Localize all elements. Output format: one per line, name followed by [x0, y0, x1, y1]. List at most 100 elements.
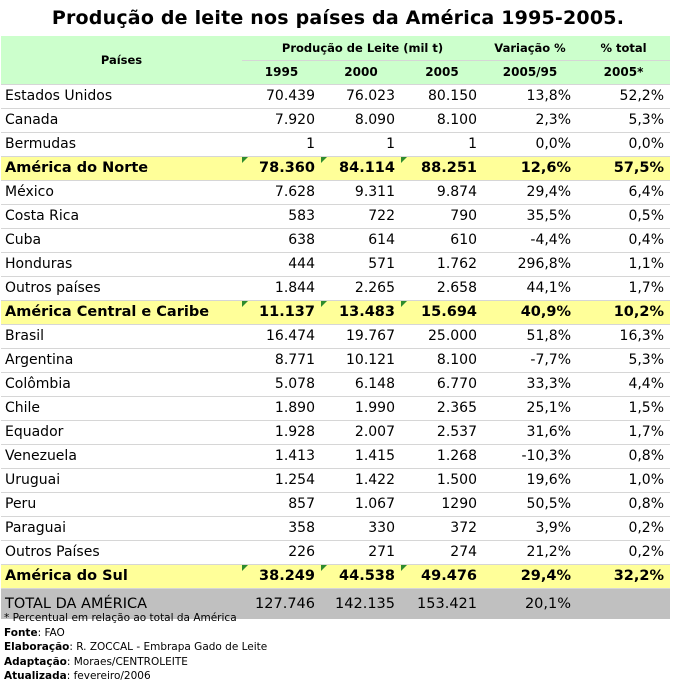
variation-value: 44,1% [483, 276, 578, 301]
share-value: 10,2% [577, 300, 671, 325]
prepared-label: Elaboração [4, 641, 70, 654]
value-2000: 76.023 [321, 84, 401, 109]
subtotal-row: América do Norte 78.360 84.114 88.251 12,6% 5… [1, 156, 671, 181]
value-2000: 44.538 [321, 564, 401, 589]
country-name: Costa Rica [1, 204, 242, 229]
variation-value: -7,7% [483, 348, 578, 373]
country-name: Honduras [1, 252, 242, 277]
share-value: 1,0% [577, 468, 671, 493]
share-value: 5,3% [577, 108, 671, 133]
variation-value: 19,6% [483, 468, 578, 493]
value-1995: 1 [242, 132, 321, 157]
updated-line: Atualizada: fevereiro/2006 [4, 669, 267, 684]
value-1995: 70.439 [242, 84, 321, 109]
value-1995: 638 [242, 228, 321, 253]
table-title: Produção de leite nos países da América … [51, 7, 625, 29]
value-2000: 9.311 [321, 180, 401, 205]
share-value: 0,0% [577, 132, 671, 157]
prepared-line: Elaboração: R. ZOCCAL - Embrapa Gado de … [4, 640, 267, 655]
prepared-value: : R. ZOCCAL - Embrapa Gado de Leite [69, 641, 268, 654]
share-value: 32,2% [577, 564, 671, 589]
milk-production-table: Países Produção de Leite (mil t) Variaçã… [1, 36, 671, 619]
share-value: 0,4% [577, 228, 671, 253]
country-name: América do Sul [1, 564, 242, 589]
share-value: 16,3% [577, 324, 671, 349]
value-2005: 1.500 [401, 468, 484, 493]
variation-value: 31,6% [483, 420, 578, 445]
share-value: 1,7% [577, 276, 671, 301]
country-name: Chile [1, 396, 242, 421]
value-2000: 1.990 [321, 396, 401, 421]
value-2000: 330 [321, 516, 401, 541]
variation-value: 33,3% [483, 372, 578, 397]
country-name: América Central e Caribe [1, 300, 242, 325]
variation-value: 3,9% [483, 516, 578, 541]
value-1995: 444 [242, 252, 321, 277]
value-2000: 1 [321, 132, 401, 157]
table-row: Outros países 1.844 2.265 2.658 44,1% 1,7% [1, 276, 671, 301]
table-row: Outros Países 226 271 274 21,2% 0,2% [1, 540, 671, 565]
value-1995: 8.771 [242, 348, 321, 373]
value-1995: 226 [242, 540, 321, 565]
value-2005: 153.421 [401, 588, 484, 619]
country-name: Cuba [1, 228, 242, 253]
subtotal-row: América do Sul 38.249 44.538 49.476 29,4% 32,… [1, 564, 671, 589]
share-value: 4,4% [577, 372, 671, 397]
footnote: * Percentual em relação ao total da Amér… [4, 612, 237, 624]
value-2005: 1.762 [401, 252, 484, 277]
updated-label: Atualizada [4, 670, 67, 683]
value-2000: 13.483 [321, 300, 401, 325]
header-row: Países Produção de Leite (mil t) Variaçã… [1, 36, 671, 85]
value-1995: 78.360 [242, 156, 321, 181]
year-2000-header: 2000 [321, 60, 401, 85]
value-1995: 1.890 [242, 396, 321, 421]
share-value: 57,5% [577, 156, 671, 181]
value-2000: 571 [321, 252, 401, 277]
value-1995: 1.254 [242, 468, 321, 493]
value-1995: 38.249 [242, 564, 321, 589]
country-name: TOTAL DA AMÉRICA [1, 588, 242, 619]
updated-value: : fevereiro/2006 [66, 670, 151, 683]
value-2005: 8.100 [401, 348, 484, 373]
value-2005: 2.658 [401, 276, 484, 301]
table-row: Argentina 8.771 10.121 8.100 -7,7% 5,3% [1, 348, 671, 373]
table-row: Colômbia 5.078 6.148 6.770 33,3% 4,4% [1, 372, 671, 397]
share-value: 0,2% [577, 516, 671, 541]
value-2000: 722 [321, 204, 401, 229]
adapted-line: Adaptação: Moraes/CENTROLEITE [4, 655, 267, 670]
value-2000: 19.767 [321, 324, 401, 349]
table-row: Cuba 638 614 610 -4,4% 0,4% [1, 228, 671, 253]
value-1995: 127.746 [242, 588, 321, 619]
variation-value: 13,8% [483, 84, 578, 109]
year-2005-header: 2005 [401, 60, 484, 85]
country-name: Brasil [1, 324, 242, 349]
variation-value: -4,4% [483, 228, 578, 253]
value-2005: 1.268 [401, 444, 484, 469]
countries-header: Países [1, 36, 242, 85]
share-year-header: 2005* [577, 60, 671, 85]
variation-value: 29,4% [483, 180, 578, 205]
variation-value: 296,8% [483, 252, 578, 277]
variation-header: Variação % [483, 36, 578, 61]
adapted-label: Adaptação [4, 655, 67, 668]
variation-value: 35,5% [483, 204, 578, 229]
value-2005: 80.150 [401, 84, 484, 109]
value-1995: 5.078 [242, 372, 321, 397]
value-2005: 8.100 [401, 108, 484, 133]
year-1995-header: 1995 [242, 60, 321, 85]
country-name: Paraguai [1, 516, 242, 541]
value-2000: 142.135 [321, 588, 401, 619]
value-2005: 25.000 [401, 324, 484, 349]
value-2005: 2.365 [401, 396, 484, 421]
variation-value: 25,1% [483, 396, 578, 421]
share-header: % total [577, 36, 671, 61]
country-name: Colômbia [1, 372, 242, 397]
country-name: Outros Países [1, 540, 242, 565]
share-value: 1,1% [577, 252, 671, 277]
country-name: Argentina [1, 348, 242, 373]
value-1995: 7.920 [242, 108, 321, 133]
share-value: 6,4% [577, 180, 671, 205]
share-value: 1,7% [577, 420, 671, 445]
variation-value: 21,2% [483, 540, 578, 565]
value-2005: 9.874 [401, 180, 484, 205]
